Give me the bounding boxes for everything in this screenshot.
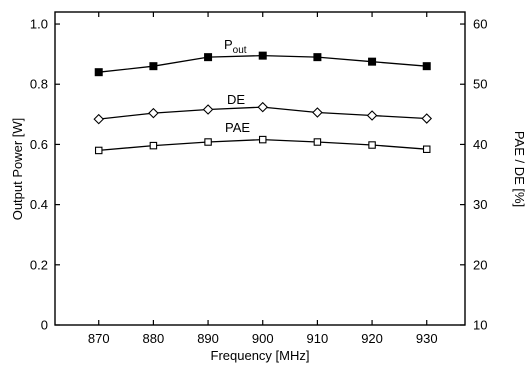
y-left-tick-label: 1.0 [30, 17, 48, 32]
ticks-layer: 870 880 890 900 910 920 930 0 0.2 0.4 0.6 0.8 1.0 10 2… [30, 12, 487, 346]
series-labels: Pout DE PAE [224, 37, 250, 135]
data-point-pout [313, 53, 322, 62]
data-point-pout [149, 62, 158, 71]
data-point-pout [422, 62, 431, 71]
x-tick-label: 900 [252, 331, 274, 346]
y-right-tick-label: 20 [473, 257, 487, 272]
data-point-de [421, 113, 433, 124]
data-point-pout [368, 57, 377, 66]
y-left-tick-label: 0.2 [30, 257, 48, 272]
data-point-de [257, 101, 269, 113]
y-axis-left-title: Output Power [W] [10, 118, 25, 221]
data-point-pae [94, 146, 103, 155]
data-point-pout [204, 53, 213, 62]
data-point-pout [258, 51, 267, 60]
y-right-tick-label: 50 [473, 77, 487, 92]
x-tick-label: 920 [361, 331, 383, 346]
x-axis-title: Frequency [MHz] [211, 348, 310, 363]
data-point-de [202, 104, 214, 115]
data-point-pae [258, 135, 267, 144]
data-point-de [366, 110, 378, 121]
data-point-pae [149, 141, 158, 150]
data-point-de [312, 107, 323, 118]
data-point-pae [368, 141, 376, 149]
y-left-tick-label: 0.8 [30, 77, 48, 92]
x-tick-label: 870 [88, 331, 110, 346]
data-point-de [93, 113, 105, 125]
y-left-tick-label: 0 [41, 318, 48, 333]
y-left-tick-label: 0.4 [30, 197, 48, 212]
y-right-tick-label: 60 [473, 17, 487, 32]
series-label-pae: PAE [225, 120, 250, 135]
x-tick-label: 930 [416, 331, 438, 346]
series-label-de: DE [227, 92, 245, 107]
y-right-tick-label: 30 [473, 197, 487, 212]
y-axis-right-title: PAE / DE [%] [512, 131, 525, 207]
series-layer [93, 51, 433, 155]
x-tick-label: 880 [143, 331, 165, 346]
data-point-pout [94, 68, 103, 77]
y-right-tick-label: 10 [473, 318, 487, 333]
series-label-pout: Pout [224, 37, 247, 56]
data-point-de [148, 107, 159, 119]
data-point-pae [204, 138, 212, 146]
x-tick-label: 890 [197, 331, 219, 346]
y-right-tick-label: 40 [473, 137, 487, 152]
data-point-pae [313, 138, 322, 146]
data-point-pae [422, 145, 431, 153]
x-tick-label: 910 [307, 331, 329, 346]
y-left-tick-label: 0.6 [30, 137, 48, 152]
plot-frame [54, 11, 466, 326]
